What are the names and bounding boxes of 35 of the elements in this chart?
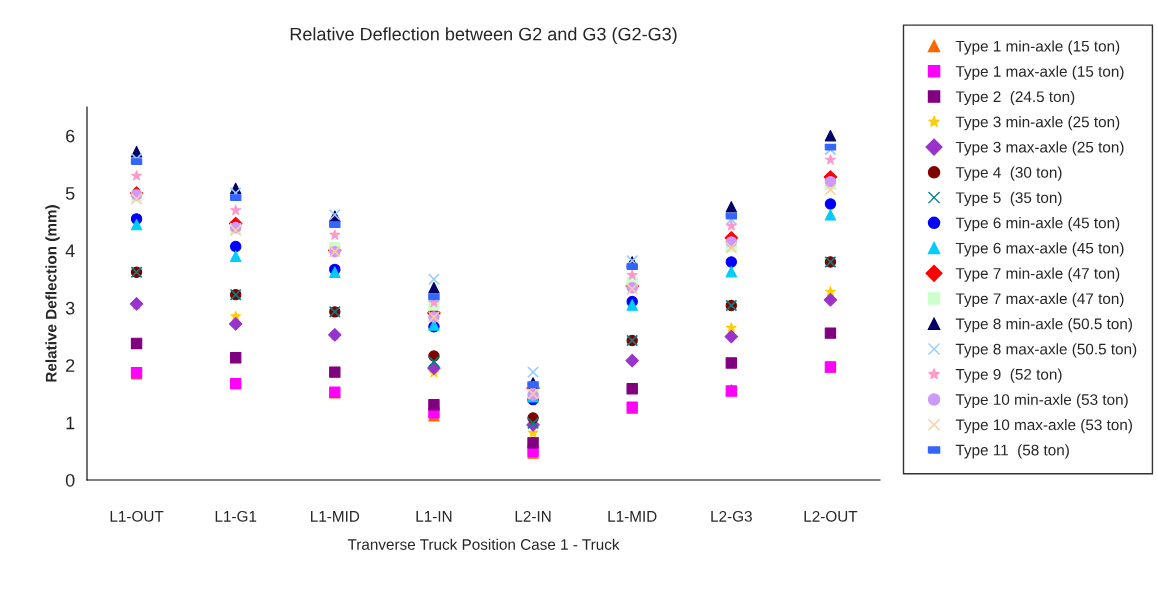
chart-title: Relative Deflection between G2 and G3 (G2-G3) — [290, 27, 677, 45]
x-tick-label: L2-IN — [515, 510, 551, 522]
legend-label: Type 1 max-axle (15 ton) — [955, 65, 1124, 80]
y-tick-label: 4 — [65, 244, 75, 257]
legend-label: Type 4 (30 ton) — [955, 166, 1062, 181]
legend-label: Type 3 min-axle (25 ton) — [955, 116, 1120, 131]
x-tick-label: L2-OUT — [804, 510, 858, 522]
y-axis-title: Relative Deflection (mm) — [45, 205, 60, 382]
x-tick-label: L1-G1 — [215, 510, 257, 522]
y-tick-label: 0 — [65, 473, 75, 487]
legend-label: Type 5 (35 ton) — [955, 191, 1062, 207]
y-tick-label: 1 — [66, 416, 75, 430]
legend-label: Type 7 min-axle (47 ton) — [955, 267, 1120, 282]
x-axis-title: Tranverse Truck Position Case 1 - Truck — [347, 538, 620, 550]
legend-label: Type 2 (24.5 ton) — [955, 90, 1075, 106]
legend-label: Type 6 min-axle (45 ton) — [955, 217, 1120, 232]
legend-label: Type 7 max-axle (47 ton) — [955, 292, 1124, 308]
x-tick-label: L1-MID — [608, 511, 657, 522]
legend-label: Type 10 min-axle (53 ton) — [955, 393, 1128, 409]
legend-label: Type 11 (58 ton) — [955, 444, 1069, 459]
x-tick-label: L1-IN — [416, 511, 452, 522]
y-tick-label: 2 — [66, 359, 75, 372]
legend-label: Type 6 max-axle (45 ton) — [955, 242, 1124, 257]
legend-label: Type 8 max-axle (50.5 ton) — [955, 343, 1137, 358]
legend-label: Type 10 max-axle (53 ton) — [955, 419, 1132, 434]
x-tick-label: L1-MID — [311, 511, 360, 522]
legend-label: Type 3 max-axle (25 ton) — [955, 141, 1124, 156]
x-tick-label: L2-G3 — [711, 510, 752, 522]
legend-label: Type 8 min-axle (50.5 ton) — [955, 318, 1132, 333]
y-tick-label: 5 — [65, 187, 75, 200]
legend-label: Type 9 (52 ton) — [955, 368, 1062, 383]
y-tick-label: 3 — [65, 301, 75, 315]
legend-label: Type 1 min-axle (15 ton) — [955, 40, 1120, 55]
x-tick-label: L1-OUT — [110, 510, 164, 522]
y-tick-label: 6 — [66, 129, 75, 143]
